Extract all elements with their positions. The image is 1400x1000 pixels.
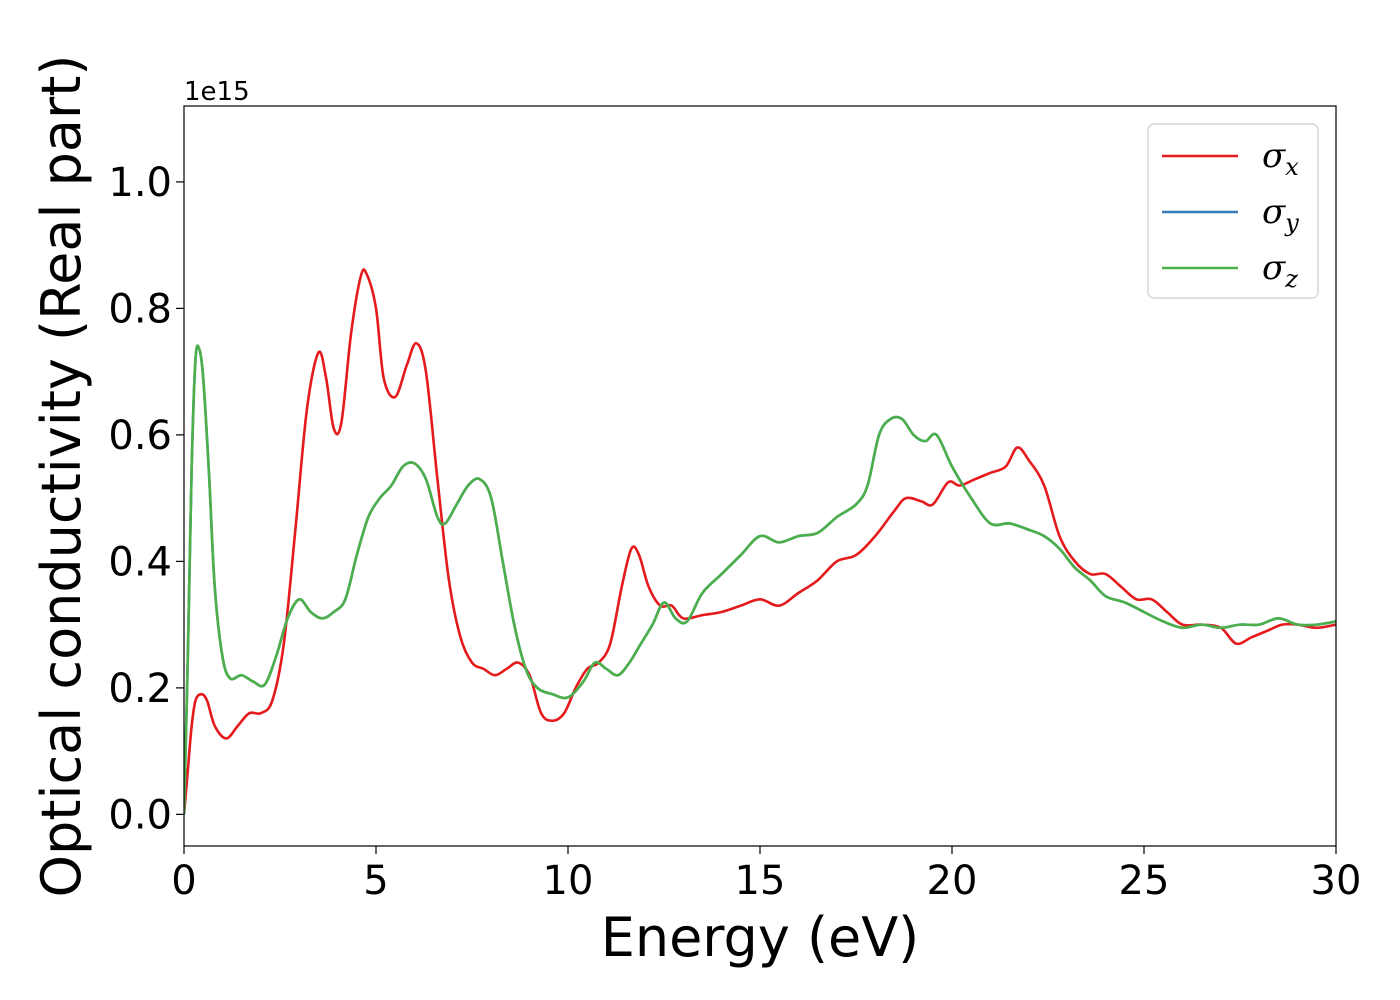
series-line-sigma-z <box>184 344 1336 815</box>
y-axis: 0.0 0.2 0.4 0.6 0.8 1.0 <box>108 160 184 838</box>
x-axis: 0 5 10 15 20 25 30 <box>171 846 1361 904</box>
y-tick-label: 0.0 <box>108 792 172 838</box>
legend-label-symbol: σ <box>1262 136 1286 176</box>
y-tick-label: 0.4 <box>108 539 172 585</box>
y-offset-text: 1e15 <box>184 77 250 107</box>
x-tick-label: 10 <box>543 858 594 904</box>
series-layer <box>184 268 1336 815</box>
legend-label-subscript: x <box>1285 153 1299 181</box>
legend-label-sigma-x: σx <box>1262 136 1299 181</box>
y-tick-label: 0.2 <box>108 666 172 712</box>
y-tick-label: 0.6 <box>108 413 172 459</box>
series-line-sigma-y <box>184 344 1336 815</box>
y-tick-label: 1.0 <box>108 160 172 206</box>
legend-label-symbol: σ <box>1262 192 1286 232</box>
legend-label-sigma-y: σy <box>1262 192 1299 237</box>
x-axis-label: Energy (eV) <box>601 906 920 969</box>
x-tick-label: 5 <box>363 858 388 904</box>
y-tick-label: 0.8 <box>108 286 172 332</box>
legend-label-sigma-z: σz <box>1262 248 1298 293</box>
y-axis-label: Optical conductivity (Real part) <box>30 55 93 898</box>
x-tick-label: 30 <box>1311 858 1362 904</box>
series-line-sigma-x <box>184 268 1336 815</box>
legend-label-subscript: y <box>1284 209 1299 237</box>
x-tick-label: 15 <box>735 858 786 904</box>
x-tick-label: 20 <box>927 858 978 904</box>
x-tick-label: 25 <box>1119 858 1170 904</box>
legend-label-subscript: z <box>1284 265 1298 293</box>
x-tick-label: 0 <box>171 858 196 904</box>
legend-label-symbol: σ <box>1262 248 1286 288</box>
